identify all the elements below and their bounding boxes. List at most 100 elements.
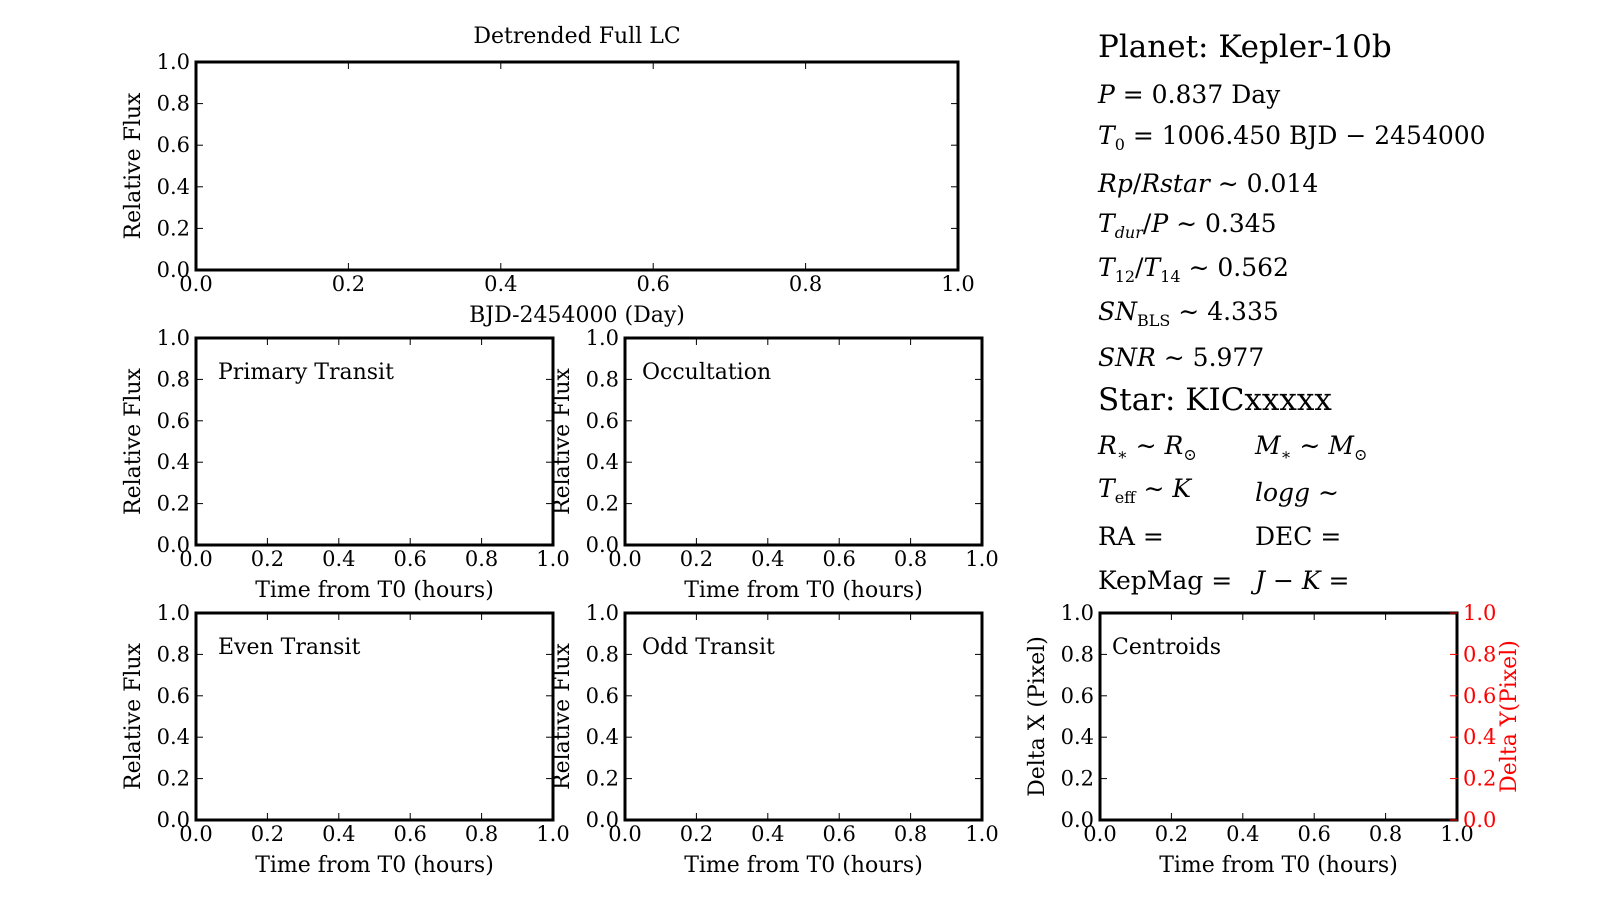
x-tick-label: 0.0 (1083, 822, 1116, 846)
x-tick-label: 0.6 (393, 822, 426, 846)
y-tick-label: 0.4 (586, 450, 619, 474)
planet-heading: Planet: Kepler-10b (1098, 29, 1392, 65)
x-tick-label: 1.0 (536, 822, 569, 846)
logg-line: logg ∼ (1255, 478, 1339, 507)
x-tick-label: 0.6 (636, 272, 669, 296)
t12-t14-value: 0.562 (1217, 253, 1289, 282)
j-k-line: J − K = (1255, 566, 1350, 595)
y2-tick-label: 0.0 (1463, 808, 1496, 832)
y-tick-label: 0.8 (157, 92, 190, 116)
panel-occultation: 0.0 0.2 0.4 0.6 0.8 1.0 0.0 0.2 0.4 0.6 0.8 1.0 Time… (550, 326, 999, 603)
rp-rstar-value: 0.014 (1246, 169, 1319, 198)
x-tick-label: 0.2 (251, 547, 284, 571)
period-value: 0.837 Day (1151, 80, 1281, 109)
x-tick-label: 0.0 (608, 822, 641, 846)
x-tick-label: 0.0 (179, 547, 212, 571)
x-tick-label: 0.4 (751, 547, 784, 571)
y-tick-label: 1.0 (586, 601, 619, 625)
panel-annotation: Primary Transit (218, 360, 394, 385)
x-tick-label: 0.8 (894, 547, 927, 571)
x-tick-label: 0.0 (179, 272, 212, 296)
x-tick-label: 0.4 (484, 272, 517, 296)
kepmag-label: KepMag = (1098, 566, 1233, 595)
panel-even-transit: 0.0 0.2 0.4 0.6 0.8 1.0 0.0 0.2 0.4 0.6 0.8 1.0 Time… (121, 601, 570, 878)
x-tick-label: 1.0 (965, 547, 998, 571)
axes-frame (194, 60, 960, 272)
panel-full-lc: 0.0 0.2 0.4 0.6 0.8 1.0 0.0 0.2 0.4 0.6 0.8 1.0 BJD-… (121, 24, 975, 328)
t12-t14-line: T12/T14 ∼ 0.562 (1098, 253, 1289, 286)
axes-frame (1098, 611, 1459, 822)
x-tick-label: 0.8 (465, 822, 498, 846)
panel-centroids: 0.0 0.2 0.4 0.6 0.8 1.00.00.20.40.60.81.00.00… (1025, 601, 1522, 878)
x-tick-label: 0.6 (393, 547, 426, 571)
y-tick-label: 0.6 (157, 684, 190, 708)
t0-line: T0 = 1006.450 BJD − 2454000 (1098, 121, 1486, 154)
y-tick-label: 0.8 (586, 642, 619, 666)
x-tick-label: 0.2 (332, 272, 365, 296)
panel-primary-transit: 0.0 0.2 0.4 0.6 0.8 1.0 0.0 0.2 0.4 0.6 0.8 1.0 Time… (121, 326, 570, 603)
y-tick-label: 0.8 (1061, 642, 1094, 666)
y-tick-label: 0.8 (157, 642, 190, 666)
y-axis-label: Delta X (Pixel) (1025, 636, 1050, 797)
x-tick-label: 0.2 (680, 822, 713, 846)
panel-annotation: Even Transit (218, 635, 360, 660)
x-axis-label: Time from T0 (hours) (255, 853, 494, 878)
y-tick-label: 0.2 (1061, 767, 1094, 791)
snr-line: SNR ∼ 5.977 (1098, 343, 1265, 372)
star-heading: Star: KICxxxxx (1098, 382, 1332, 418)
x-axis-label: Time from T0 (hours) (1159, 853, 1398, 878)
axes-frame (623, 611, 984, 822)
y-tick-label: 0.2 (157, 767, 190, 791)
panel-annotation: Occultation (642, 360, 771, 385)
teff-line: Teff ∼ K (1098, 474, 1192, 507)
x-axis-label: Time from T0 (hours) (255, 578, 494, 603)
y-tick-label: 0.4 (157, 725, 190, 749)
y2-axis-label: Delta Y(Pixel) (1497, 640, 1522, 793)
x-tick-label: 1.0 (941, 272, 974, 296)
y-tick-label: 0.6 (1061, 684, 1094, 708)
y-tick-label: 1.0 (157, 601, 190, 625)
y-tick-label: 0.0 (586, 533, 619, 557)
y-tick-label: 1.0 (157, 50, 190, 74)
y-axis-label: Relative Flux (121, 642, 146, 790)
y2-tick-label: 0.6 (1463, 684, 1496, 708)
x-tick-label: 0.4 (751, 822, 784, 846)
ra-label: RA = (1098, 522, 1164, 551)
y-tick-label: 0.6 (157, 133, 190, 157)
y-axis-label: Relative Flux (550, 367, 575, 515)
y2-tick-label: 0.8 (1463, 642, 1496, 666)
x-tick-label: 0.2 (251, 822, 284, 846)
y-tick-label: 0.6 (586, 409, 619, 433)
y-tick-label: 0.4 (157, 450, 190, 474)
x-tick-label: 0.4 (322, 547, 355, 571)
x-axis-label: Time from T0 (hours) (684, 853, 923, 878)
x-tick-label: 0.8 (1369, 822, 1402, 846)
y-tick-label: 0.0 (157, 808, 190, 832)
y-axis-label: Relative Flux (121, 367, 146, 515)
x-tick-label: 0.6 (1297, 822, 1330, 846)
x-tick-label: 0.8 (894, 822, 927, 846)
x-tick-label: 0.4 (322, 822, 355, 846)
panel-annotation: Centroids (1112, 635, 1221, 660)
tdur-value: 0.345 (1205, 209, 1277, 238)
y-tick-label: 1.0 (157, 326, 190, 350)
y-tick-label: 0.4 (1061, 725, 1094, 749)
y-tick-label: 0.0 (157, 258, 190, 282)
y-tick-label: 0.6 (586, 684, 619, 708)
sn-bls-line: SNBLS ∼ 4.335 (1098, 297, 1279, 330)
y-tick-label: 1.0 (586, 326, 619, 350)
y-axis-label: Relative Flux (550, 642, 575, 790)
y-tick-label: 0.0 (1061, 808, 1094, 832)
panel-annotation: Odd Transit (642, 635, 775, 660)
dec-label: DEC = (1255, 522, 1342, 551)
x-tick-label: 0.6 (822, 547, 855, 571)
y-tick-label: 0.8 (157, 367, 190, 391)
y-tick-label: 0.2 (586, 492, 619, 516)
y2-tick-label: 0.2 (1463, 767, 1496, 791)
y-tick-label: 1.0 (1061, 601, 1094, 625)
period-line: P = 0.837 Day (1098, 80, 1281, 109)
x-axis-label: Time from T0 (hours) (684, 578, 923, 603)
snr-value: 5.977 (1192, 343, 1265, 372)
y-tick-label: 0.4 (586, 725, 619, 749)
